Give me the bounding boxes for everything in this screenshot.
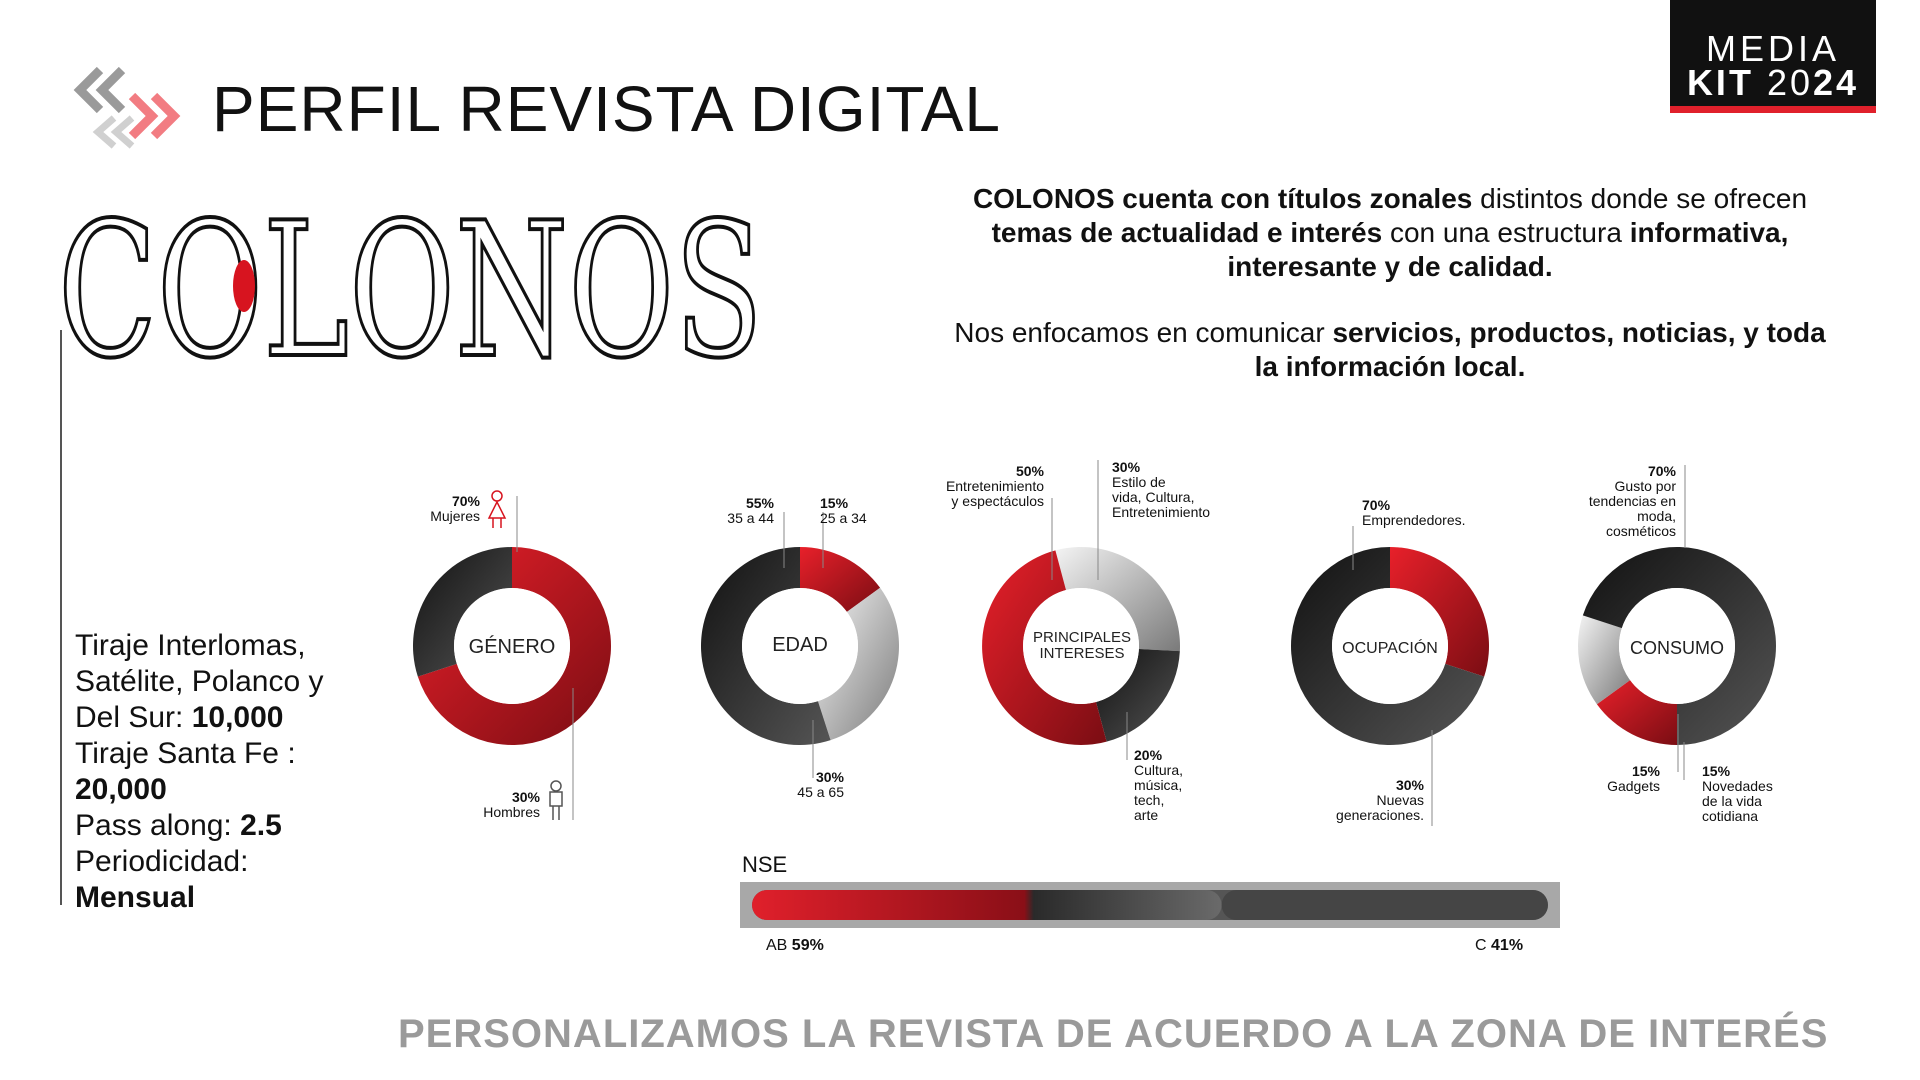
chart-title-edad: EDAD <box>772 634 828 656</box>
label-45-65: 30% 45 a 65 <box>797 769 844 800</box>
female-icon <box>487 490 507 528</box>
label-35-44: 55% 35 a 44 <box>727 495 774 526</box>
donut-segment-2-0 <box>1055 547 1180 652</box>
donut-segment-3-0 <box>1390 547 1489 677</box>
nse-bar-ab <box>752 890 1222 920</box>
label-hombres: 30% Hombres <box>483 789 540 820</box>
donut-segment-1-0 <box>800 547 881 612</box>
badge-line1: MEDIA <box>1705 28 1840 69</box>
divider-line <box>60 330 62 905</box>
label-entretenimiento: 50% Entretenimiento y espectáculos <box>945 463 1044 509</box>
label-25-34: 15% 25 a 34 <box>820 495 867 526</box>
donut-hole-1 <box>742 588 858 704</box>
chevron-arrows-icon <box>73 66 181 149</box>
donut-segment-4-2 <box>1582 547 1776 745</box>
label-novedades: 15% Novedades de la vida cotidiana <box>1702 763 1773 824</box>
chart-title-genero: GÉNERO <box>468 636 556 658</box>
nse-title: NSE <box>742 852 788 877</box>
nse-bar <box>740 882 1560 928</box>
donut-segment-2-1 <box>1096 649 1180 742</box>
intro-text: COLONOS cuenta con títulos zonales disti… <box>940 182 1840 416</box>
donut-segment-0-0 <box>417 547 611 746</box>
leader-lines <box>516 460 1686 826</box>
donut-hole-0 <box>454 588 570 704</box>
donut-segment-0-1 <box>412 547 512 677</box>
donut-segment-4-0 <box>1596 680 1677 745</box>
label-estilo-de-vida: 30% Estilo de vida, Cultura, Entretenimient… <box>1112 459 1211 520</box>
intro-paragraph-2: Nos enfocamos en comunicar servicios, pr… <box>954 317 1826 382</box>
svg-text:COLONOS: COLONOS <box>58 200 763 370</box>
label-nuevas-generaciones: 30% Nuevas generaciones. <box>1336 777 1424 823</box>
donut-segment-3-1 <box>1290 547 1485 745</box>
page-title: PERFIL REVISTA DIGITAL <box>212 73 1001 145</box>
donut-hole-2 <box>1023 588 1139 704</box>
label-gusto-tendencias: 70% Gusto por tendencias en moda, cosméticos <box>1588 463 1676 539</box>
colonos-logo: COLONOS <box>56 200 765 370</box>
media-kit-badge: MEDIA KIT 2024 <box>1670 0 1876 112</box>
nse-bar-c <box>1221 890 1548 920</box>
intro-paragraph-1: COLONOS cuenta con títulos zonales disti… <box>972 183 1808 282</box>
donut-hole-4 <box>1619 588 1735 704</box>
label-cultura-tech: 20% Cultura, música, tech, arte <box>1134 747 1184 823</box>
nse-label-ab: AB 59% <box>766 937 824 954</box>
label-mujeres: 70% Mujeres <box>430 493 480 524</box>
badge-line2: KIT 2024 <box>1686 62 1860 103</box>
footer-tagline: PERSONALIZAMOS LA REVISTA DE ACUERDO A L… <box>398 1012 1829 1056</box>
label-emprendedores: 70% Emprendedores. <box>1362 497 1466 528</box>
male-icon <box>549 780 563 820</box>
donut-segment-4-1 <box>1578 615 1631 705</box>
donut-segment-2-2 <box>982 550 1107 745</box>
circulation-stats: Tiraje Interlomas, Satélite, Polanco y D… <box>75 629 324 914</box>
donut-segment-1-2 <box>701 547 831 745</box>
nse-label-c: C 41% <box>1475 937 1524 954</box>
donut-segment-1-1 <box>817 587 900 741</box>
chart-title-ocupacion: OCUPACIÓN <box>1342 640 1438 657</box>
badge-accent-bar <box>1670 106 1876 113</box>
donut-hole-3 <box>1332 588 1448 704</box>
chart-title-intereses: PRINCIPALES INTERESES <box>1032 629 1132 662</box>
chart-title-consumo: CONSUMO <box>1630 638 1724 658</box>
label-gadgets: 15% Gadgets <box>1607 763 1660 794</box>
